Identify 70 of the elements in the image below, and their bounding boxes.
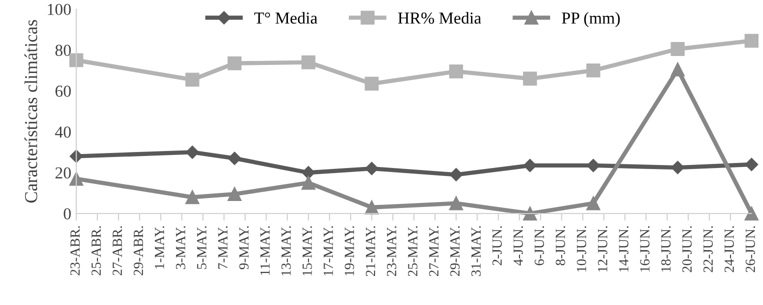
x-tick-label: 6-JUN.	[534, 226, 544, 266]
x-tick-label: 20-JUN.	[682, 226, 692, 272]
point	[523, 72, 537, 86]
y-tick-label: 20	[56, 167, 71, 179]
x-tick-label: 7-MAY.	[218, 226, 228, 269]
point	[301, 176, 316, 190]
point	[670, 42, 685, 56]
x-tick-label: 29-MAY.	[450, 226, 460, 276]
legend-label: PP (mm)	[562, 12, 620, 28]
x-tick-label: 10-JUN.	[576, 226, 586, 272]
point	[302, 166, 316, 180]
point	[185, 72, 200, 87]
point	[186, 146, 199, 159]
point	[364, 200, 379, 214]
x-tick-label: 21-MAY.	[366, 226, 376, 276]
y-tick-label: 80	[55, 44, 71, 56]
point	[744, 158, 758, 172]
x-tick-label: 25-MAY.	[408, 226, 418, 276]
legend-label: T° Media	[254, 12, 318, 24]
x-tick-label: 13-MAY.	[281, 226, 291, 276]
x-tick-label: 11-MAY.	[260, 226, 270, 275]
x-tick-label: 27-ABR.	[112, 226, 122, 276]
point	[523, 206, 537, 220]
point	[301, 55, 316, 70]
x-tick-label: 14-JUN.	[619, 226, 628, 272]
x-tick-label: 9-MAY.	[239, 226, 249, 270]
point	[450, 168, 463, 182]
y-tick-label: 40	[55, 126, 71, 138]
x-tick-label: 2-JUN.	[492, 226, 502, 266]
x-tick-label: 5-MAY.	[197, 226, 206, 269]
legend-label: HR% Media	[398, 12, 482, 24]
point	[523, 158, 537, 172]
x-tick-label: 4-JUN.	[514, 226, 523, 266]
y-axis-title: Características climáticas	[24, 20, 38, 203]
point	[744, 206, 758, 220]
point	[671, 160, 684, 174]
x-tick-label: 17-MAY.	[324, 226, 334, 276]
point	[364, 76, 379, 91]
y-tick-label: 100	[48, 4, 71, 16]
x-tick-label: 18-JUN.	[661, 226, 671, 272]
point	[449, 64, 464, 78]
x-tick-label: 31-MAY.	[471, 226, 481, 276]
point	[744, 34, 758, 48]
y-tick-label: 60	[55, 86, 71, 97]
point	[586, 196, 600, 210]
x-tick-label: 23-MAY.	[386, 226, 396, 276]
point	[586, 158, 600, 172]
x-tick-label: 24-JUN.	[724, 226, 734, 272]
x-tick-label: 19-MAY.	[344, 226, 354, 276]
point	[586, 64, 600, 78]
x-tick-label: 1-MAY.	[154, 226, 164, 268]
x-tick-label: 8-JUN.	[556, 226, 566, 266]
x-tick-label: 12-JUN.	[598, 226, 608, 272]
x-tick-label: 29-ABR.	[134, 226, 144, 276]
point	[228, 152, 242, 165]
point	[670, 62, 685, 76]
x-tick-label: 22-JUN.	[703, 226, 713, 272]
x-tick-label: 16-JUN.	[640, 226, 650, 272]
point	[228, 56, 242, 70]
point	[365, 162, 378, 176]
x-tick-label: 25-ABR.	[92, 226, 101, 276]
x-tick-label: 27-MAY.	[429, 226, 439, 276]
x-tick-label: 3-MAY.	[176, 226, 186, 270]
x-tick-label: 15-MAY.	[302, 226, 312, 276]
point	[449, 196, 464, 210]
y-tick-label: 0	[64, 208, 71, 220]
x-tick-label: 23-ABR.	[70, 226, 80, 276]
x-tick-label: 26-JUN.	[746, 226, 756, 272]
point	[228, 187, 242, 202]
point	[185, 190, 200, 204]
